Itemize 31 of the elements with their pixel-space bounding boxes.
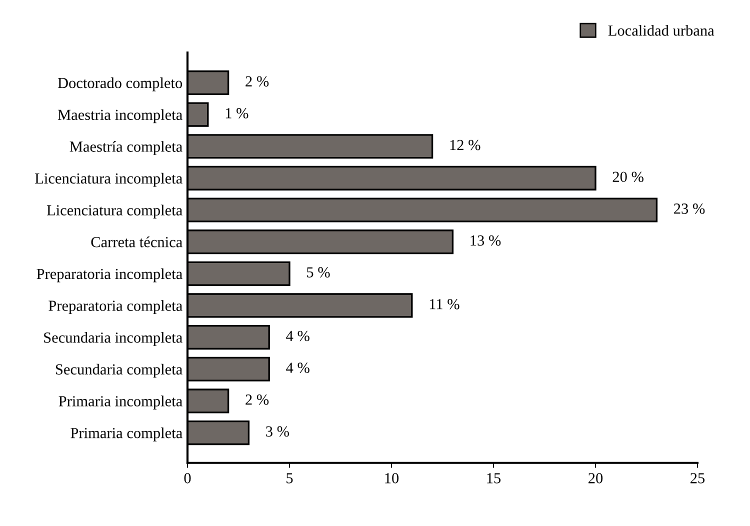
- data-label: 13 %: [470, 235, 501, 246]
- data-label: 5 %: [307, 267, 330, 278]
- x-tick-label: 5: [286, 473, 293, 484]
- y-tick-label: Carreta técnica: [91, 236, 182, 248]
- y-tick-label: Maestría completa: [70, 141, 182, 155]
- y-tick-label: Licenciatura completa: [46, 204, 182, 219]
- y-tick-label: Primaria completa: [70, 427, 182, 442]
- data-label: 12 %: [450, 140, 480, 150]
- data-label: 2 %: [246, 76, 269, 87]
- y-tick-label: Doctorado completo: [58, 77, 182, 92]
- y-tick-label: Licenciatura incompleta: [35, 172, 182, 187]
- x-tick-label: 25: [690, 473, 705, 484]
- data-label: 20 %: [612, 172, 644, 182]
- legend-label: Localidad urbana: [608, 24, 714, 36]
- x-tick-label: 10: [385, 473, 399, 484]
- data-label: 1 %: [226, 108, 248, 118]
- y-tick-label: Preparatoria completa: [48, 300, 182, 314]
- y-tick-label: Preparatoria incompleta: [36, 268, 182, 282]
- data-label: 2 %: [246, 394, 269, 405]
- data-label: 23 %: [674, 204, 705, 214]
- data-label: 11 %: [430, 298, 460, 310]
- y-tick-label: Maestria incompleta: [58, 109, 182, 124]
- y-tick-label: Secundaria incompleta: [44, 332, 182, 346]
- y-tick-label: Primaria incompleta: [58, 396, 182, 410]
- x-tick-label: 15: [487, 473, 501, 484]
- x-tick-label: 0: [184, 473, 191, 484]
- data-label: 3 %: [266, 426, 290, 437]
- y-tick-label: Secundaria completa: [56, 364, 182, 378]
- data-label: 4 %: [286, 330, 310, 342]
- x-tick-label: 20: [588, 473, 603, 484]
- data-label: 4 %: [286, 362, 310, 373]
